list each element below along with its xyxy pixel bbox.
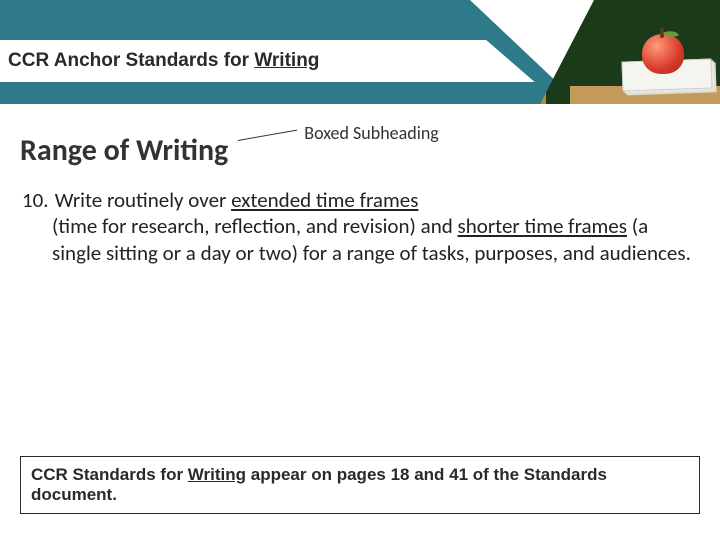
standard-text: 10. Write routinely over extended time f…	[20, 187, 700, 266]
subheading-row: Range of Writing Boxed Subheading	[20, 132, 700, 169]
content-area: Range of Writing Boxed Subheading 10. Wr…	[0, 104, 720, 266]
apple-icon	[642, 34, 684, 74]
header-band: CCR Anchor Standards for Writing	[0, 0, 720, 104]
standard-u2: shorter time frames	[458, 213, 627, 239]
standard-number: 10.	[22, 187, 50, 213]
standard-p1: Write routinely over	[50, 187, 231, 213]
annotation-label: Boxed Subheading	[304, 122, 438, 144]
title-underlined: Writing	[254, 50, 319, 71]
title-prefix: CCR Anchor Standards for	[8, 50, 254, 71]
subheading: Range of Writing	[20, 132, 228, 169]
standard-p2: (time for research, reflection, and revi…	[52, 213, 458, 239]
footer-p1: CCR Standards for	[31, 465, 188, 484]
footer-u1: Writing	[188, 465, 246, 484]
footer-note-box: CCR Standards for Writing appear on page…	[20, 456, 700, 514]
page-title: CCR Anchor Standards for Writing	[8, 50, 319, 72]
annotation-connector	[238, 130, 297, 141]
standard-u1: extended time frames	[231, 187, 418, 213]
